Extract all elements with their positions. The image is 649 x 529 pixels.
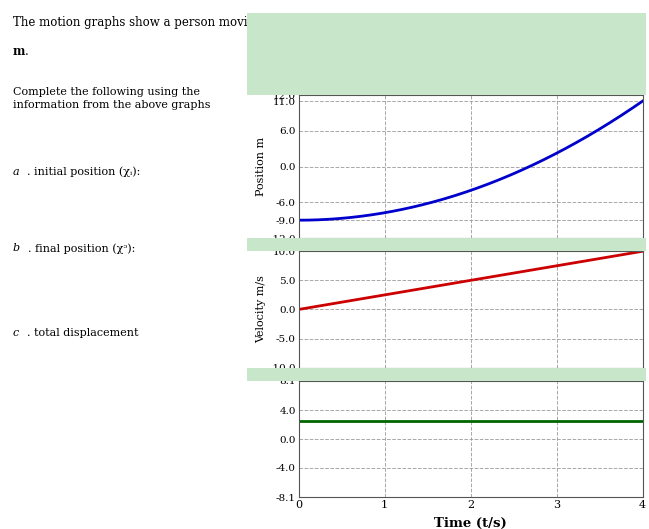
Text: c: c — [13, 328, 19, 338]
Text: .: . — [25, 45, 29, 58]
Text: . initial position (χᵢ):: . initial position (χᵢ): — [27, 167, 141, 177]
X-axis label: Time (t/s): Time (t/s) — [434, 517, 507, 529]
Text: . total displacement: . total displacement — [27, 328, 139, 338]
Text: b: b — [13, 243, 20, 253]
Text: Complete the following using the
information from the above graphs: Complete the following using the informa… — [13, 87, 210, 110]
Text: The motion graphs show a person moving forward for: The motion graphs show a person moving f… — [13, 16, 337, 29]
Text: 4.0 s: 4.0 s — [337, 16, 369, 29]
Y-axis label: Position m: Position m — [256, 137, 266, 196]
Text: a: a — [13, 167, 19, 177]
Text: , starting at: , starting at — [369, 16, 442, 29]
Text: . final position (χᵓ):: . final position (χᵓ): — [29, 243, 136, 254]
Text: , traveling to: , traveling to — [484, 16, 564, 29]
Text: 11.0: 11.0 — [564, 16, 593, 29]
Text: m: m — [13, 45, 25, 58]
Y-axis label: Velocity m/s: Velocity m/s — [256, 276, 266, 343]
Text: -9.0 m: -9.0 m — [442, 16, 484, 29]
